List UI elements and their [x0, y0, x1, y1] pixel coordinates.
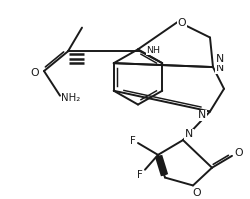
Text: O: O	[178, 18, 186, 28]
Text: N: N	[185, 129, 193, 139]
Text: F: F	[130, 136, 136, 146]
Text: N: N	[216, 54, 224, 64]
Text: N: N	[216, 63, 224, 73]
Text: O: O	[193, 188, 201, 198]
Text: O: O	[31, 68, 39, 78]
Text: N: N	[198, 110, 206, 120]
Text: NH₂: NH₂	[62, 93, 80, 103]
Text: O: O	[235, 148, 243, 158]
Text: F: F	[137, 170, 143, 180]
Text: NH: NH	[146, 46, 160, 55]
